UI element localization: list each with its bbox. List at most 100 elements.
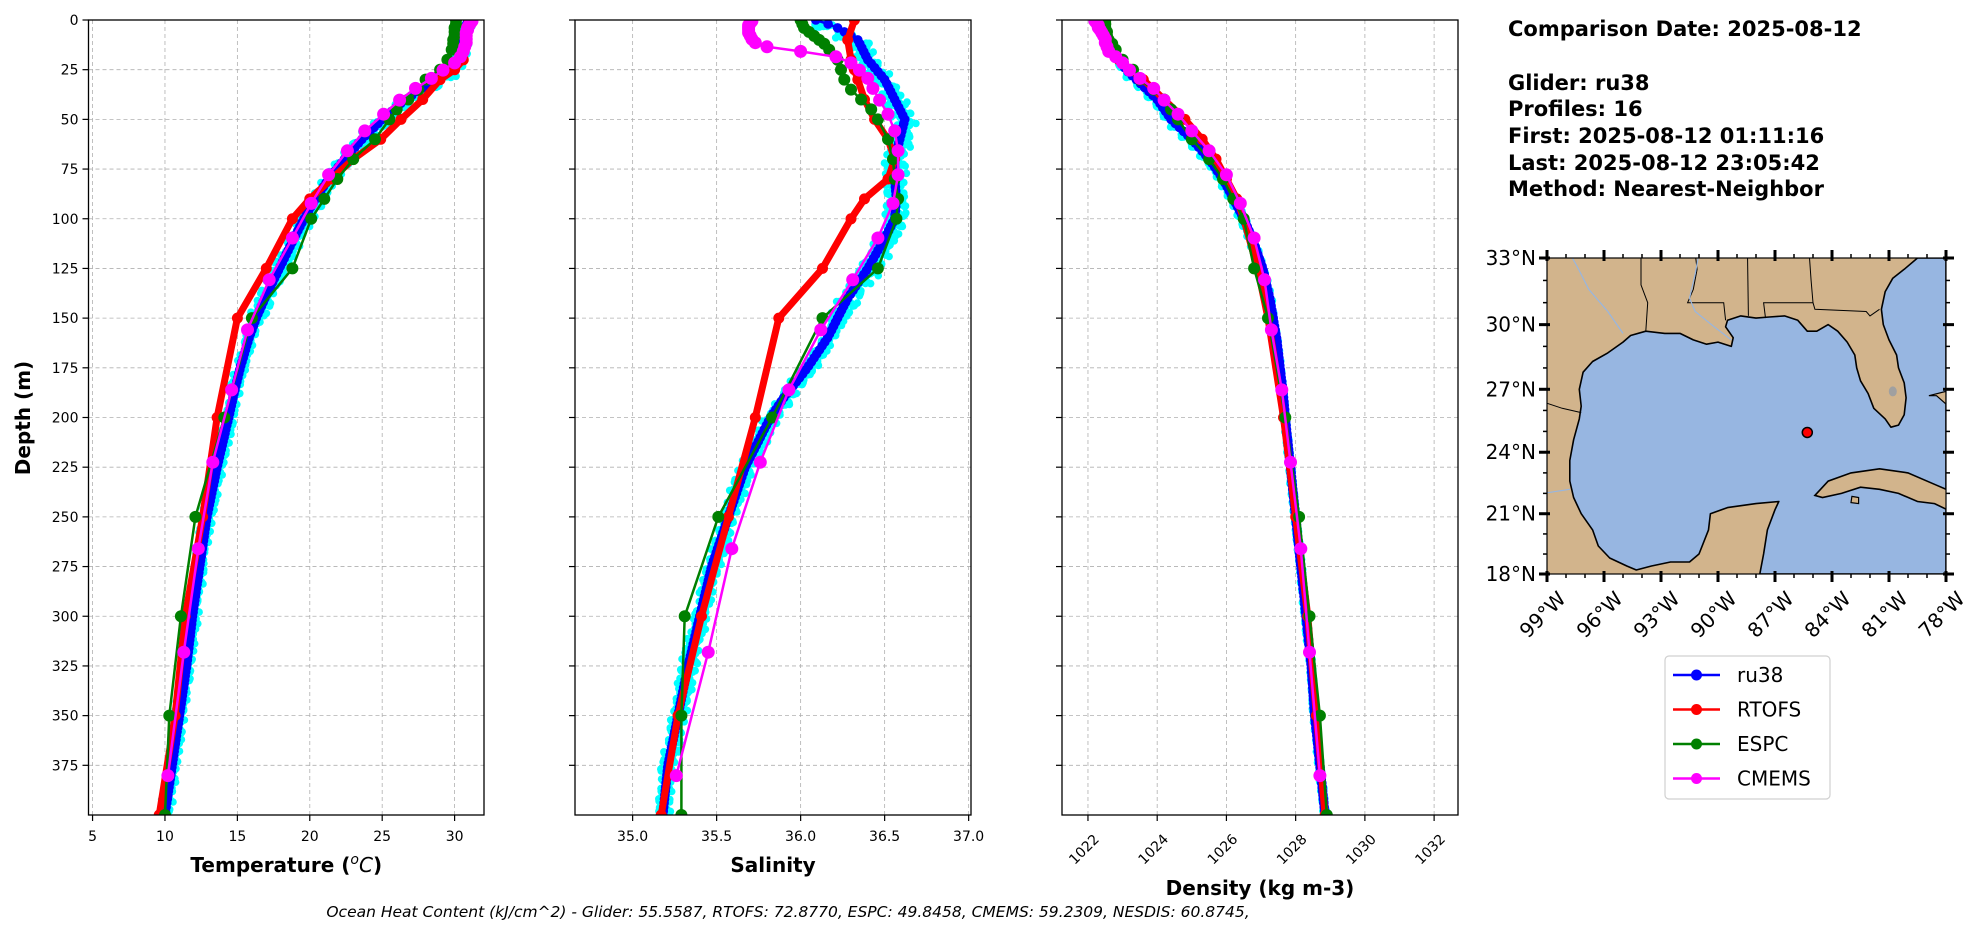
series-marker	[1147, 81, 1161, 95]
x-tick-label: 1030	[1343, 832, 1380, 869]
series-marker	[782, 383, 796, 397]
series-marker	[1320, 809, 1333, 815]
series-marker	[888, 124, 902, 138]
x-axis-label-prefix: Temperature (	[190, 853, 350, 877]
series-marker	[814, 323, 828, 337]
series-marker	[1196, 133, 1208, 145]
series-marker	[417, 94, 429, 105]
map-content	[1547, 258, 1946, 574]
series-marker	[675, 709, 688, 722]
series-marker	[1303, 645, 1316, 659]
series-marker	[286, 262, 299, 275]
series-marker	[260, 262, 272, 274]
glider-profile-point	[885, 100, 893, 109]
series-marker	[866, 81, 880, 95]
series-line	[1102, 20, 1327, 815]
series-marker	[811, 20, 821, 25]
series-cmems	[669, 20, 905, 783]
series-marker	[1313, 709, 1326, 722]
series-marker	[1294, 542, 1308, 556]
series-marker	[766, 411, 779, 424]
series-marker	[859, 193, 870, 205]
series-marker	[773, 312, 785, 324]
series-marker	[842, 34, 854, 46]
series-marker	[882, 133, 894, 146]
series-marker	[891, 144, 905, 158]
series-marker	[886, 196, 900, 210]
series-marker	[436, 63, 450, 77]
series-marker	[358, 124, 372, 138]
series-marker	[225, 383, 239, 397]
series-marker	[794, 44, 808, 58]
series-marker	[852, 63, 866, 77]
series-marker	[409, 81, 422, 95]
series-marker	[340, 144, 354, 158]
series-cmems	[161, 20, 479, 783]
series-marker	[1171, 107, 1185, 121]
glider-profile-point	[831, 34, 840, 42]
series-marker	[722, 511, 734, 523]
series-marker	[675, 809, 688, 815]
series-marker	[286, 213, 298, 225]
x-tick-label: 36.0	[785, 829, 816, 845]
x-axis-label-degree: o	[350, 852, 359, 868]
series-marker	[304, 196, 318, 210]
y-tick-label: 250	[52, 510, 79, 526]
series-marker	[873, 93, 887, 107]
series-marker	[241, 323, 254, 337]
map-panel: 99°W 96°W 93°W 90°W 87°W 84°W 81°W 78°W33°N30°N…	[1486, 246, 1970, 643]
profile-panel-temperature: 5 10 15 20 25 3002550751001251501752002252502…	[11, 13, 485, 877]
glider-profile-point	[912, 119, 920, 128]
series-marker	[835, 63, 847, 76]
series-marker	[881, 107, 895, 121]
y-tick-label: 75	[61, 162, 79, 178]
x-axis-label-unit: C	[359, 853, 373, 877]
map-frame	[1546, 257, 1947, 575]
series-marker	[1284, 455, 1297, 469]
series-marker	[1248, 262, 1261, 275]
series-marker	[846, 273, 860, 287]
y-tick-label: 50	[61, 112, 79, 128]
x-tick-label: 35.0	[617, 829, 648, 845]
state-border	[1747, 258, 1749, 316]
series-marker	[1247, 231, 1261, 245]
x-tick-label: 37.0	[953, 829, 984, 845]
x-tick-label: 30	[446, 829, 464, 845]
glider-profile-point	[262, 309, 271, 318]
series-marker	[871, 113, 884, 126]
series-marker	[1293, 510, 1306, 523]
state-border	[1812, 302, 1880, 317]
series-marker	[838, 73, 851, 86]
series-marker	[1219, 168, 1233, 182]
x-tick-label: 10	[156, 829, 174, 845]
series-marker	[845, 213, 857, 225]
series-marker	[189, 510, 202, 523]
series-marker	[891, 168, 905, 182]
series-marker	[285, 231, 299, 245]
y-tick-label: 25	[61, 63, 79, 79]
series-marker	[424, 71, 438, 85]
series-marker	[445, 43, 458, 56]
state-border	[1547, 402, 1582, 414]
series-cmems	[1088, 20, 1327, 783]
series-marker	[174, 610, 187, 623]
plot-data	[153, 20, 479, 815]
series-marker	[231, 312, 243, 324]
series-marker	[1133, 71, 1147, 85]
series-marker	[748, 36, 762, 50]
y-axis-label: Depth (m)	[11, 361, 35, 475]
x-tick-label: 15	[228, 829, 246, 845]
river	[1688, 258, 1732, 341]
series-marker	[749, 412, 761, 423]
x-tick-label: 35.5	[701, 829, 732, 845]
x-axis-label-suffix: )	[373, 853, 382, 877]
x-tick-label: 36.5	[869, 829, 900, 845]
glider-location-marker	[1801, 426, 1814, 439]
series-marker	[678, 610, 691, 623]
series-marker	[161, 769, 175, 783]
series-marker	[1258, 273, 1271, 287]
series-line	[661, 20, 907, 815]
river	[1571, 258, 1624, 334]
